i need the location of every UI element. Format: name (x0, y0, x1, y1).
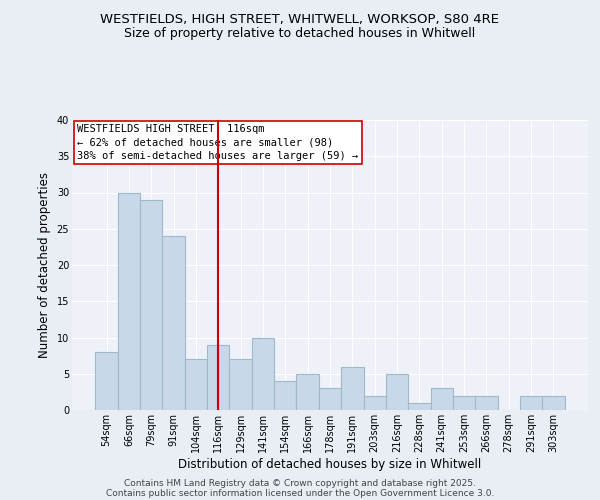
Bar (118, 192, 140, 410)
Bar (386, 374, 408, 410)
Y-axis label: Number of detached properties: Number of detached properties (38, 172, 51, 358)
Bar (163, 236, 185, 410)
Bar (408, 403, 431, 410)
Bar (140, 200, 163, 410)
Bar (252, 338, 274, 410)
Bar (296, 374, 319, 410)
Bar (229, 359, 252, 410)
Bar (274, 381, 296, 410)
Bar (520, 396, 542, 410)
Bar (475, 396, 497, 410)
Bar (341, 366, 364, 410)
Text: Contains public sector information licensed under the Open Government Licence 3.: Contains public sector information licen… (106, 488, 494, 498)
Bar (431, 388, 453, 410)
Bar (319, 388, 341, 410)
Text: WESTFIELDS, HIGH STREET, WHITWELL, WORKSOP, S80 4RE: WESTFIELDS, HIGH STREET, WHITWELL, WORKS… (101, 12, 499, 26)
Bar (364, 396, 386, 410)
Text: WESTFIELDS HIGH STREET: 116sqm
← 62% of detached houses are smaller (98)
38% of : WESTFIELDS HIGH STREET: 116sqm ← 62% of … (77, 124, 358, 161)
Bar (95, 352, 118, 410)
Bar (185, 359, 207, 410)
Bar (542, 396, 565, 410)
Bar (207, 345, 229, 410)
Text: Contains HM Land Registry data © Crown copyright and database right 2025.: Contains HM Land Registry data © Crown c… (124, 478, 476, 488)
Bar (453, 396, 475, 410)
Text: Size of property relative to detached houses in Whitwell: Size of property relative to detached ho… (124, 28, 476, 40)
X-axis label: Distribution of detached houses by size in Whitwell: Distribution of detached houses by size … (178, 458, 482, 470)
